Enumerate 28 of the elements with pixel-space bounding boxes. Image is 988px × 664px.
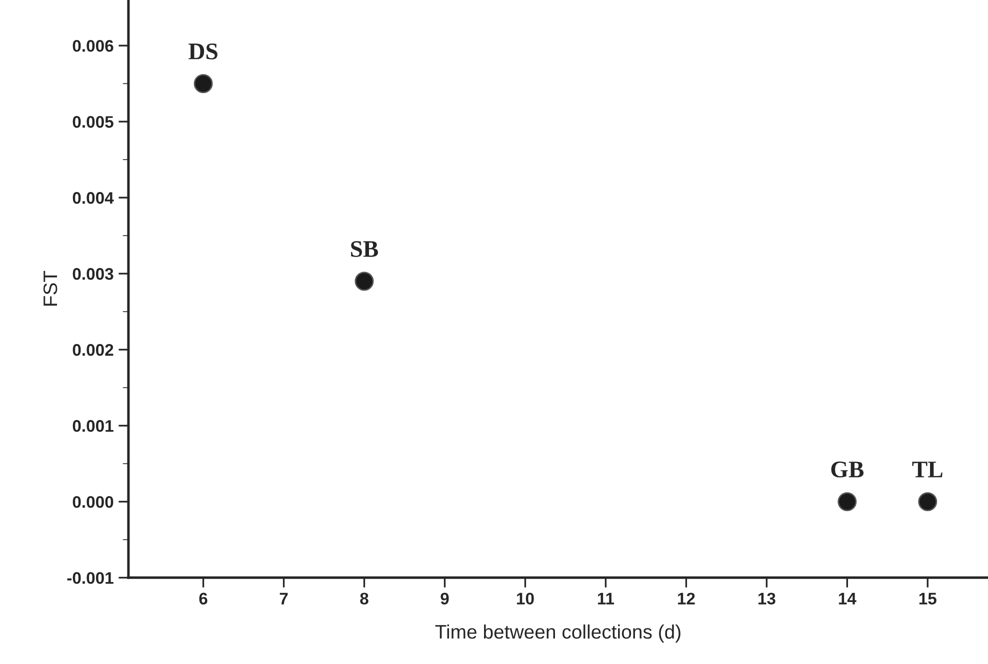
x-tick-label: 10	[517, 592, 534, 605]
x-tick-label: 6	[199, 592, 208, 605]
y-tick-label: 0.001	[72, 420, 114, 432]
x-tick-label: 13	[758, 592, 776, 605]
y-tick-label: -0.001	[67, 572, 114, 584]
y-tick-label: 0.002	[72, 344, 114, 356]
x-tick-label: 15	[919, 592, 936, 605]
x-tick-label: 14	[838, 592, 856, 604]
x-tick-label: 7	[280, 592, 288, 604]
y-tick-label: 0.004	[72, 192, 114, 204]
annotation: GB	[831, 462, 864, 478]
y-axis-title: FST	[43, 270, 58, 306]
point	[918, 492, 938, 512]
point	[194, 74, 213, 94]
annotation: DS	[188, 44, 218, 60]
point	[838, 492, 857, 512]
y-tick-label: 0.000	[72, 496, 114, 508]
y-tick-label: 0.006	[72, 40, 114, 52]
x-tick-label: 12	[678, 592, 695, 604]
x-axis-title: Time between collections (d)	[435, 624, 680, 643]
y-tick-label: 0.003	[72, 268, 114, 280]
x-tick-label: 8	[360, 592, 368, 605]
y-tick-label: 0.005	[72, 116, 114, 128]
annotation: TL	[912, 462, 942, 478]
point	[354, 272, 374, 291]
x-tick-label: 11	[598, 592, 614, 604]
annotation: SB	[351, 241, 378, 257]
x-tick-label: 9	[440, 592, 449, 605]
